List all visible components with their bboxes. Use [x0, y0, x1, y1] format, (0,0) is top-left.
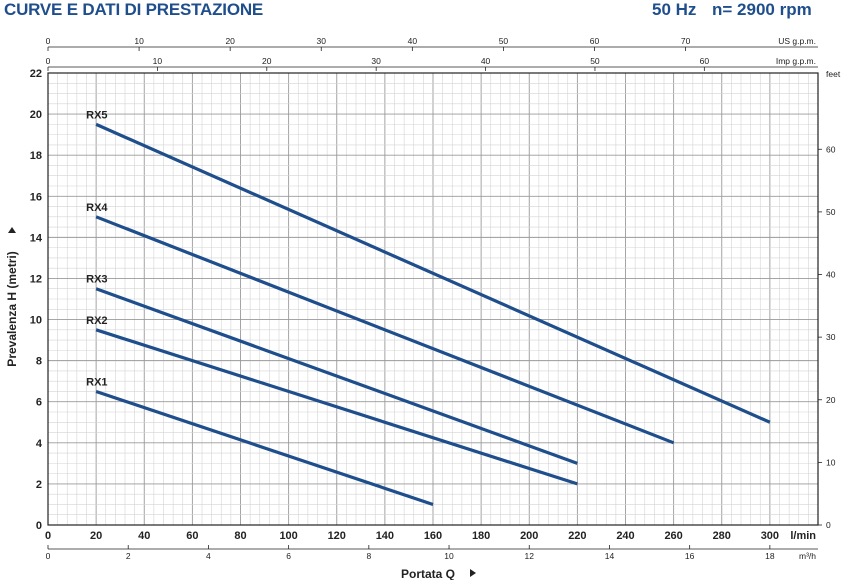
m3h-tick-label: 8 [366, 551, 371, 561]
y-tick-label: 12 [30, 273, 42, 285]
x-tick-label: 60 [186, 530, 198, 542]
feet-tick-label: 40 [826, 270, 836, 280]
series-layer: RX1 RX2 RX3 RX4 RX5 [86, 109, 771, 506]
frequency-label: 50 Hz [652, 0, 697, 19]
x-tick-label: 160 [424, 530, 442, 542]
us-gpm-tick-label: 50 [499, 36, 509, 46]
x-tick-label: 220 [568, 530, 586, 542]
x-tick-label: 240 [616, 530, 634, 542]
x-tick-label: 40 [138, 530, 150, 542]
series-label-rx5: RX5 [86, 109, 107, 121]
x-axis-label: Portata Q [401, 567, 455, 580]
feet-tick-label: 60 [826, 144, 836, 154]
imp-gpm-tick-label: 10 [153, 56, 163, 66]
imp-gpm-tick-label: 50 [590, 56, 600, 66]
feet-unit-label: feet [826, 69, 841, 79]
x-tick-label: 180 [472, 530, 490, 542]
x-tick-label: 280 [713, 530, 731, 542]
us-gpm-tick-label: 60 [590, 36, 600, 46]
us-gpm-tick-label: 20 [225, 36, 235, 46]
x-tick-label: 300 [761, 530, 779, 542]
series-line-rx3 [95, 287, 578, 465]
us-gpm-tick-label: 0 [46, 36, 51, 46]
x-tick-label: 120 [328, 530, 346, 542]
series-label-rx2: RX2 [86, 315, 107, 327]
grid [47, 72, 819, 526]
x-tick-label: 80 [234, 530, 246, 542]
m3h-unit-label: m³/h [799, 551, 816, 561]
y-tick-label: 14 [30, 232, 43, 244]
y-tick-label: 18 [30, 150, 42, 162]
x-tick-label: 260 [664, 530, 682, 542]
us-gpm-tick-label: 30 [317, 36, 327, 46]
m3h-tick-label: 12 [525, 551, 535, 561]
x-tick-label: 100 [279, 530, 297, 542]
feet-tick-label: 20 [826, 395, 836, 405]
y-tick-label: 20 [30, 109, 42, 121]
series-line-rx1 [95, 389, 434, 506]
m3h-tick-label: 6 [286, 551, 291, 561]
x-tick-label: 140 [376, 530, 394, 542]
us-gpm-unit-label: US g.p.m. [778, 36, 816, 46]
series-line-rx4 [95, 215, 675, 445]
imp-gpm-tick-label: 30 [371, 56, 381, 66]
y-tick-label: 22 [30, 68, 42, 80]
m3h-tick-label: 2 [126, 551, 131, 561]
y-tick-label: 16 [30, 191, 42, 203]
m3h-tick-label: 16 [685, 551, 695, 561]
feet-tick-label: 0 [826, 520, 831, 530]
m3h-tick-label: 0 [46, 551, 51, 561]
y-axis-label: Prevalenza H (metri) [5, 251, 19, 366]
imp-gpm-tick-label: 0 [46, 56, 51, 66]
imp-gpm-unit-label: Imp g.p.m. [776, 56, 816, 66]
page-title: CURVE E DATI DI PRESTAZIONE [4, 0, 264, 19]
x-tick-label: 20 [90, 530, 102, 542]
x-unit-label: l/min [790, 530, 816, 542]
y-axis-arrow-icon [8, 227, 16, 233]
feet-tick-label: 50 [826, 207, 836, 217]
series-label-rx4: RX4 [86, 202, 108, 214]
feet-tick-label: 10 [826, 457, 836, 467]
us-gpm-tick-label: 10 [134, 36, 144, 46]
x-tick-label: 0 [45, 530, 51, 542]
x-tick-label: 200 [520, 530, 538, 542]
plot-frame [47, 72, 819, 526]
y-tick-label: 2 [36, 479, 42, 491]
m3h-tick-label: 18 [765, 551, 775, 561]
series-line-rx5 [95, 122, 771, 424]
series-line-rx2 [95, 328, 578, 486]
series-label-rx3: RX3 [86, 274, 107, 286]
imp-gpm-tick-label: 40 [481, 56, 491, 66]
x-axis-arrow-icon [470, 569, 476, 577]
y-tick-label: 6 [36, 397, 42, 409]
y-tick-label: 4 [36, 438, 43, 450]
m3h-tick-label: 14 [605, 551, 615, 561]
imp-gpm-tick-label: 20 [262, 56, 272, 66]
y-tick-label: 0 [36, 520, 42, 532]
m3h-tick-label: 10 [444, 551, 454, 561]
us-gpm-tick-label: 40 [408, 36, 418, 46]
feet-tick-label: 30 [826, 332, 836, 342]
speed-label: n= 2900 rpm [712, 0, 812, 19]
us-gpm-tick-label: 70 [681, 36, 691, 46]
y-tick-label: 8 [36, 356, 42, 368]
series-label-rx1: RX1 [86, 376, 107, 388]
m3h-tick-label: 4 [206, 551, 211, 561]
y-tick-label: 10 [30, 315, 42, 327]
imp-gpm-tick-label: 60 [700, 56, 710, 66]
